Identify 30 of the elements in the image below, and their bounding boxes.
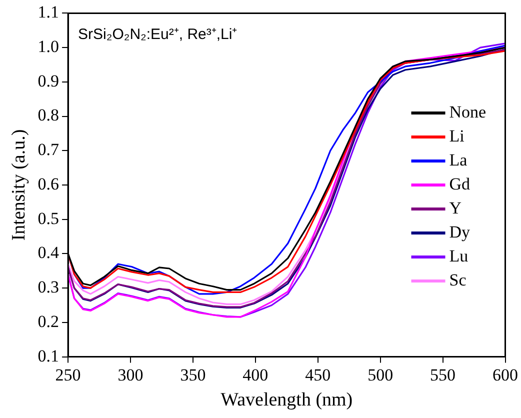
- legend-label: La: [449, 150, 468, 170]
- legend-label: Dy: [449, 222, 471, 242]
- x-tick-label: 450: [305, 365, 331, 384]
- y-tick-label: 0.6: [38, 174, 60, 194]
- annotation: SrSi₂O₂N₂:Eu²⁺, Re³⁺,Li⁺: [78, 26, 238, 43]
- y-tick-label: 0.4: [38, 243, 60, 262]
- x-tick-label: 350: [180, 365, 206, 384]
- x-tick-label: 600: [492, 365, 518, 384]
- legend-label: Gd: [449, 174, 471, 194]
- y-tick-label: 1.0: [38, 37, 60, 56]
- x-tick-label: 250: [55, 365, 81, 384]
- legend-label: Y: [449, 198, 462, 218]
- x-tick-label: 400: [242, 365, 268, 384]
- y-tick-label: 0.9: [38, 71, 60, 90]
- y-tick-label: 0.3: [38, 278, 60, 297]
- x-tick-label: 500: [368, 365, 394, 384]
- y-axis-title: Intensity (a.u.): [8, 129, 30, 241]
- y-tick-label: 0.5: [38, 208, 60, 228]
- y-tick-label: 0.2: [38, 312, 60, 331]
- y-tick-label: 0.8: [38, 106, 60, 125]
- legend-label: Sc: [449, 270, 467, 290]
- legend-label: Li: [449, 126, 465, 146]
- y-tick-label: 0.1: [38, 346, 60, 366]
- x-axis-title: Wavelength (nm): [220, 390, 353, 411]
- legend-label: None: [449, 102, 486, 122]
- y-tick-label: 0.7: [38, 140, 60, 160]
- y-tick-label: 1.1: [38, 2, 60, 22]
- x-tick-label: 300: [118, 365, 144, 384]
- legend-label: Lu: [449, 246, 469, 266]
- x-tick-label: 550: [430, 365, 456, 384]
